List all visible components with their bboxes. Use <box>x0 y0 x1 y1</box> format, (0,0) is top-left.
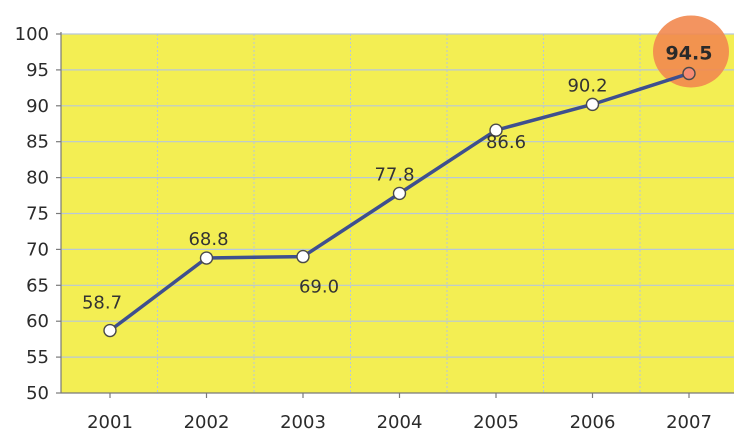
series-layer <box>103 15 729 338</box>
data-label: 77.8 <box>374 164 414 185</box>
y-tick-label: 55 <box>26 347 49 368</box>
data-point <box>296 249 310 264</box>
data-label: 90.2 <box>567 75 607 96</box>
y-tick-label: 65 <box>26 275 49 296</box>
y-tick-label: 75 <box>26 204 49 225</box>
x-tick-label: 2007 <box>666 412 712 433</box>
data-label: 69.0 <box>299 277 339 298</box>
data-label: 94.5 <box>666 42 713 64</box>
data-label: 86.6 <box>486 132 526 153</box>
data-point <box>682 66 696 81</box>
x-tick-label: 2001 <box>87 412 133 433</box>
data-label: 68.8 <box>188 229 228 250</box>
x-tick-label: 2005 <box>473 412 519 433</box>
data-labels: 58.7 68.8 69.0 77.8 86.6 90.2 94.5 <box>82 42 712 313</box>
y-tick-label: 95 <box>26 60 49 81</box>
highlight-bubble <box>653 15 729 88</box>
y-tick-label: 80 <box>26 168 49 189</box>
axes: 50 55 60 65 70 75 80 85 90 95 100 2001 2002 2003 2004 2… <box>15 24 734 433</box>
data-label: 58.7 <box>82 293 122 314</box>
x-tick-label: 2004 <box>377 412 423 433</box>
y-tick-label: 100 <box>15 24 49 45</box>
x-tick-label: 2003 <box>280 412 326 433</box>
y-tick-label: 70 <box>26 239 49 260</box>
plot-area <box>61 33 734 393</box>
data-point <box>489 123 503 137</box>
y-tick-label: 90 <box>26 96 49 117</box>
x-tick-label: 2002 <box>184 412 230 433</box>
data-point <box>392 186 407 201</box>
data-point <box>585 97 600 112</box>
y-tick-label: 60 <box>26 311 49 332</box>
data-point <box>199 251 214 265</box>
y-tick-label: 50 <box>26 383 49 404</box>
y-tick-label: 85 <box>26 132 49 153</box>
x-tick-label: 2006 <box>570 412 616 433</box>
data-point <box>103 323 117 338</box>
